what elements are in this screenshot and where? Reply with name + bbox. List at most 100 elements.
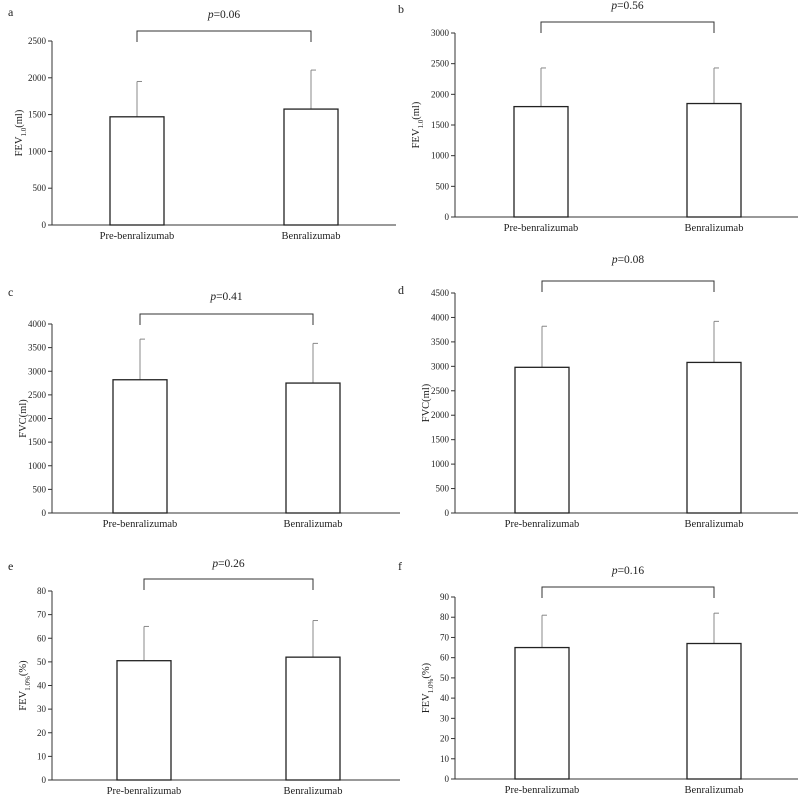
y-label-base: FEV	[421, 693, 432, 713]
panel-letter: f	[398, 559, 402, 573]
y-tick-label: 0	[42, 775, 47, 785]
panel-c: c 0 500 1000 1500 2000 2500 3000 3500 4000 FVC(ml)…	[8, 285, 400, 530]
p-symbol: p	[207, 9, 214, 21]
category-label: Benralizumab	[284, 786, 343, 797]
y-tick-label: 40	[37, 681, 47, 691]
y-axis-label: FEV1.0(ml)	[14, 109, 28, 156]
y-tick-label: 60	[37, 633, 47, 643]
panel-f: f 0 10 20 30 40 50 60 70 80 90 FEV1.0%(%) Pre-benral…	[398, 559, 798, 796]
y-tick-label: 90	[440, 592, 450, 602]
bar	[514, 646, 570, 780]
y-tick-label: 70	[440, 632, 450, 642]
y-tick-label: 2000	[431, 410, 450, 420]
panel-b: b 0 500 1000 1500 2000 2500 3000 FEV1.0(ml) Pre-b…	[398, 0, 798, 234]
y-tick-label: 4000	[28, 319, 47, 329]
y-axis-label: FEV1.0(ml)	[411, 101, 425, 148]
y-tick-label: 3000	[28, 366, 47, 376]
category-label: Benralizumab	[685, 785, 744, 796]
bar	[513, 105, 569, 218]
bar	[686, 361, 742, 514]
bar	[283, 108, 339, 226]
y-tick-label: 0	[42, 220, 47, 230]
y-tick-label: 1000	[28, 461, 47, 471]
y-label-base: FEV	[14, 136, 25, 156]
category-label: Pre-benralizumab	[107, 786, 182, 797]
y-tick-label: 0	[445, 774, 450, 784]
y-tick-label: 2500	[28, 36, 47, 46]
y-label-unit: (%)	[18, 660, 29, 676]
y-tick-label: 50	[37, 657, 47, 667]
y-tick-label: 2500	[431, 59, 450, 69]
y-tick-label: 2000	[28, 414, 47, 424]
category-label: Benralizumab	[685, 519, 744, 530]
panel-d: d 0 500 1000 1500 2000 2500 3000 3500 4000 4500 FVC…	[398, 254, 798, 530]
bar	[514, 366, 570, 514]
panel-e: e 0 10 20 30 40 50 60 70 80 FEV1.0%(%) Pre-benraliz…	[8, 558, 400, 797]
y-tick-label: 1000	[431, 459, 450, 469]
significance-bracket	[541, 280, 715, 292]
y-tick-label: 30	[440, 713, 450, 723]
y-tick-label: 20	[440, 734, 450, 744]
y-tick-label: 20	[37, 728, 47, 738]
significance-bracket	[139, 313, 314, 325]
p-value: =0.08	[618, 254, 645, 266]
significance-bracket	[136, 30, 312, 42]
y-tick-label: 3500	[431, 337, 450, 347]
y-tick-label: 2500	[431, 386, 450, 396]
bar	[112, 379, 168, 514]
y-tick-label: 1500	[431, 120, 450, 130]
y-tick-label: 10	[37, 751, 47, 761]
y-tick-label: 1500	[28, 110, 47, 120]
category-label: Benralizumab	[284, 519, 343, 530]
category-label: Benralizumab	[685, 223, 744, 234]
p-value-label: p=0.41	[209, 291, 243, 303]
y-tick-label: 1500	[431, 435, 450, 445]
y-label-sub: 1.0%	[24, 676, 32, 691]
y-axis-label: FEV1.0%(%)	[421, 662, 435, 713]
panel-letter: d	[398, 283, 404, 297]
y-tick-label: 1000	[28, 146, 47, 156]
y-label-unit: (ml)	[14, 109, 25, 128]
y-tick-label: 70	[37, 610, 47, 620]
y-tick-label: 500	[33, 183, 47, 193]
y-tick-label: 10	[440, 754, 450, 764]
y-axis-label: FVC(ml)	[18, 399, 29, 438]
y-label-base: FEV	[18, 690, 29, 710]
y-label-sub: 1.0	[417, 119, 425, 128]
category-label: Pre-benralizumab	[100, 231, 175, 242]
y-tick-label: 3000	[431, 361, 450, 371]
y-axis-label: FEV1.0%(%)	[18, 660, 32, 711]
significance-bracket	[143, 578, 314, 590]
p-symbol: p	[209, 291, 216, 303]
p-value-label: p=0.16	[611, 565, 645, 577]
y-tick-label: 50	[440, 673, 450, 683]
category-label: Pre-benralizumab	[505, 785, 580, 796]
y-tick-label: 60	[440, 653, 450, 663]
category-label: Pre-benralizumab	[103, 519, 178, 530]
y-tick-label: 0	[445, 508, 450, 518]
bar	[686, 642, 742, 780]
significance-bracket	[541, 586, 715, 598]
y-tick-label: 1000	[431, 151, 450, 161]
p-symbol: p	[611, 254, 618, 266]
y-label-unit: (ml)	[411, 101, 422, 120]
panel-letter: a	[8, 5, 14, 19]
p-value: =0.41	[216, 291, 243, 303]
p-value-label: p=0.06	[207, 9, 241, 21]
panel-a: a 0 500 1000 1500 2000 2500 FEV1.0(ml) Pre-benra…	[8, 5, 396, 242]
y-tick-label: 3500	[28, 343, 47, 353]
y-tick-label: 30	[37, 704, 47, 714]
y-tick-label: 80	[37, 586, 47, 596]
y-tick-label: 3000	[431, 28, 450, 38]
p-value: =0.26	[218, 558, 245, 570]
p-value: =0.56	[617, 0, 644, 12]
y-tick-label: 0	[445, 212, 450, 222]
p-symbol: p	[611, 565, 618, 577]
p-value-label: p=0.08	[611, 254, 645, 266]
category-label: Pre-benralizumab	[505, 519, 580, 530]
y-tick-label: 2000	[28, 73, 47, 83]
y-tick-label: 500	[436, 181, 450, 191]
p-value: =0.16	[618, 565, 645, 577]
panel-letter: e	[8, 559, 13, 573]
bar	[285, 382, 341, 514]
